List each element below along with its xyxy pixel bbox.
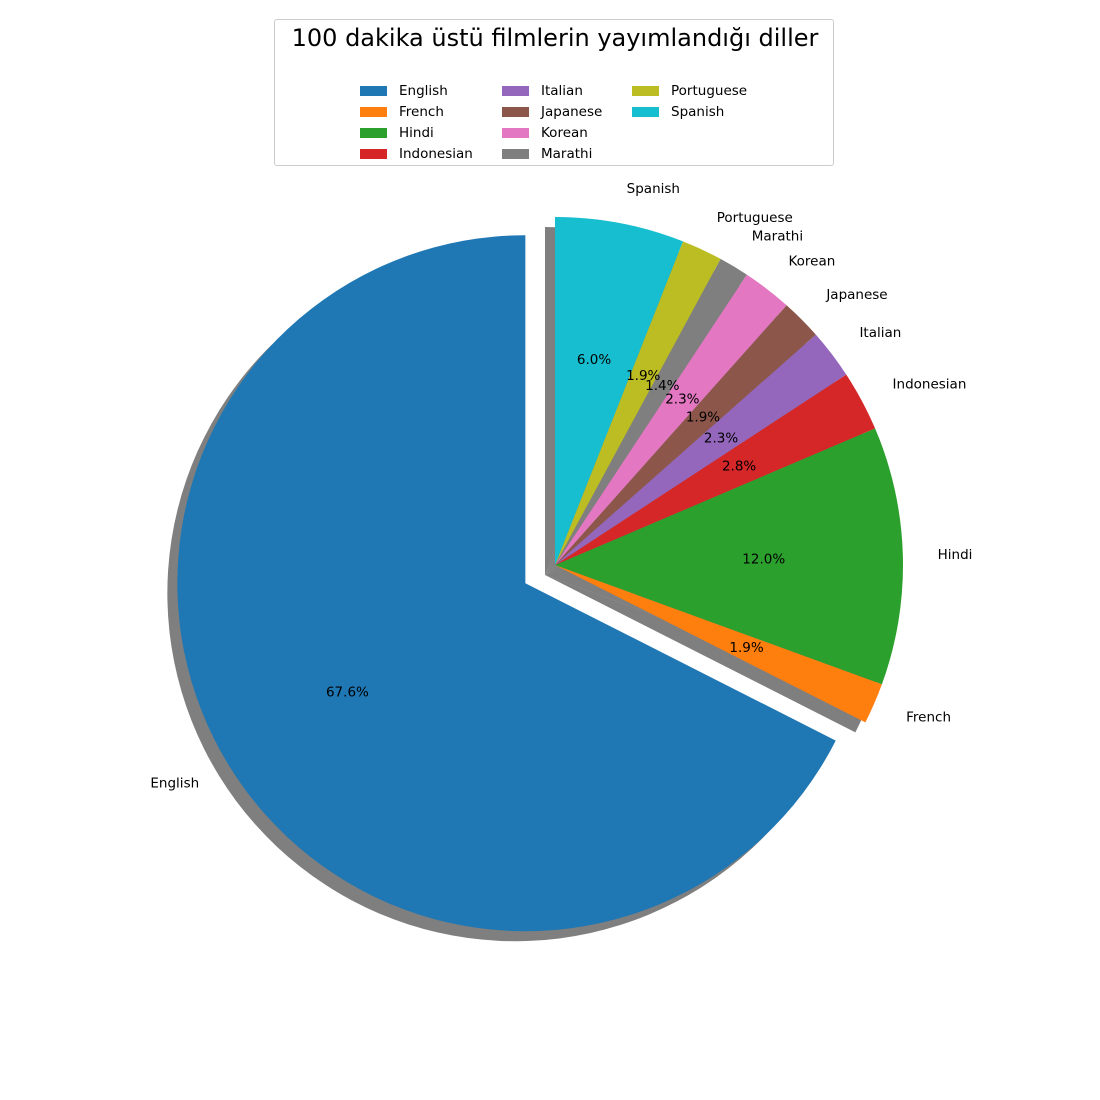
legend-swatch — [360, 85, 387, 96]
legend-entry-marathi: Marathi — [502, 143, 592, 164]
legend-entry-spanish: Spanish — [632, 101, 724, 122]
legend-label: Indonesian — [399, 145, 473, 162]
slice-label-portuguese: Portuguese — [717, 210, 793, 226]
legend-label: Spanish — [671, 103, 725, 120]
pct-label-portuguese: 1.9% — [626, 368, 660, 384]
legend-swatch — [502, 106, 529, 117]
slice-indonesian — [555, 374, 876, 565]
legend-entry-english: English — [360, 80, 448, 101]
pct-label-hindi: 12.0% — [742, 551, 785, 567]
slice-label-english: English — [150, 776, 199, 792]
slice-marathi — [555, 258, 747, 565]
pct-label-marathi: 1.4% — [645, 378, 679, 394]
slice-spanish — [555, 217, 683, 565]
legend-entry-korean: Korean — [502, 122, 588, 143]
slice-japanese — [555, 305, 816, 565]
legend-entry-hindi: Hindi — [360, 122, 434, 143]
legend-swatch — [632, 85, 659, 96]
legend-label: Korean — [541, 124, 588, 141]
legend-swatch — [502, 148, 529, 159]
pct-label-italian: 2.3% — [704, 430, 738, 446]
slice-hindi — [555, 428, 903, 685]
pct-label-japanese: 1.9% — [686, 410, 720, 426]
legend-swatch — [502, 127, 529, 138]
legend-entry-japanese: Japanese — [502, 101, 602, 122]
legend-label: French — [399, 103, 444, 120]
pct-label-korean: 2.3% — [665, 392, 699, 408]
legend-swatch — [502, 85, 529, 96]
slice-french — [555, 565, 882, 723]
legend-swatch — [360, 148, 387, 159]
legend-entry-portuguese: Portuguese — [632, 80, 747, 101]
legend-entry-french: French — [360, 101, 444, 122]
chart-title: 100 dakika üstü filmlerin yayımlandığı d… — [291, 24, 819, 52]
slice-korean — [555, 274, 787, 565]
pct-label-french: 1.9% — [729, 640, 763, 656]
slice-label-marathi: Marathi — [752, 229, 803, 245]
legend-label: Hindi — [399, 124, 434, 141]
legend-label: Italian — [541, 82, 583, 99]
slice-label-spanish: Spanish — [627, 181, 680, 197]
slice-label-italian: Italian — [859, 325, 901, 341]
slice-label-korean: Korean — [788, 254, 835, 270]
slice-label-japanese: Japanese — [825, 287, 887, 303]
legend-swatch — [360, 106, 387, 117]
pct-label-english: 67.6% — [326, 684, 369, 700]
shadow-french — [545, 575, 872, 733]
legend-label: English — [399, 82, 448, 99]
legend-swatch — [360, 127, 387, 138]
legend-entry-italian: Italian — [502, 80, 583, 101]
pct-label-indonesian: 2.8% — [722, 459, 756, 475]
slice-english — [177, 235, 836, 932]
legend-entry-indonesian: Indonesian — [360, 143, 473, 164]
slice-italian — [555, 334, 847, 565]
slice-portuguese — [555, 241, 721, 565]
slice-label-french: French — [906, 709, 951, 725]
pct-label-spanish: 6.0% — [577, 352, 611, 368]
legend-label: Portuguese — [671, 82, 748, 99]
legend-swatch — [632, 106, 659, 117]
slice-label-indonesian: Indonesian — [893, 376, 967, 392]
legend-label: Marathi — [541, 145, 593, 162]
slice-label-hindi: Hindi — [938, 547, 973, 563]
legend-label: Japanese — [541, 103, 603, 120]
